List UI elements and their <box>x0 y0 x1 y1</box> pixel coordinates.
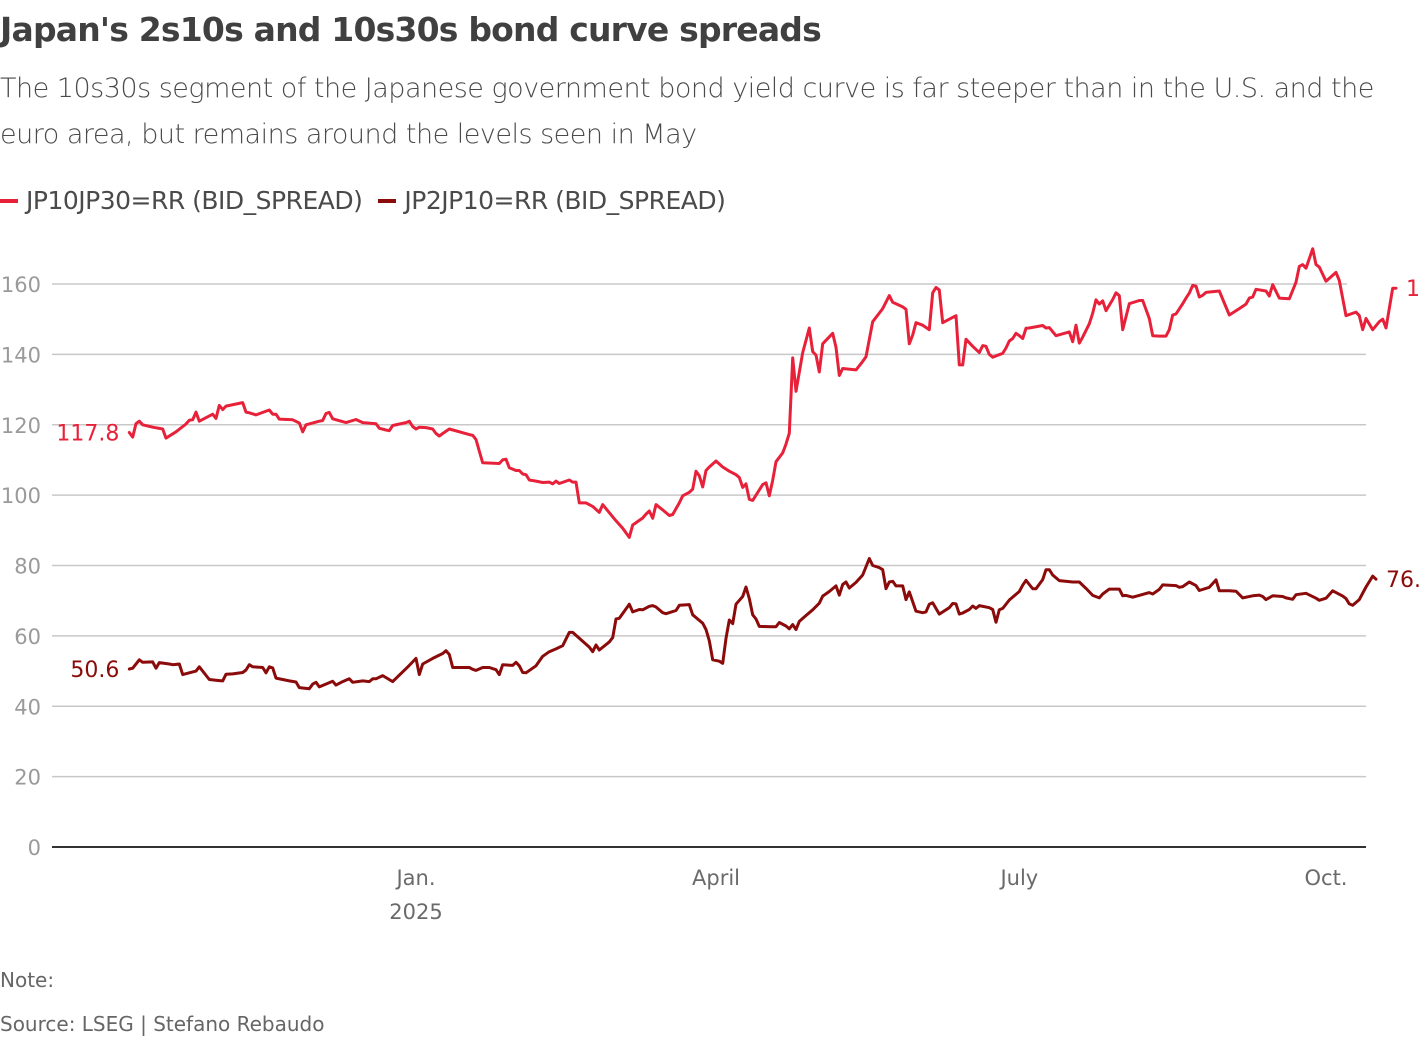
x-tick-sublabel: 2025 <box>389 900 442 924</box>
legend: JP10JP30=RR (BID_SPREAD) JP2JP10=RR (BID… <box>0 186 741 215</box>
y-tick-label: 40 <box>14 695 41 719</box>
legend-item-jp10jp30: JP10JP30=RR (BID_SPREAD) <box>0 186 363 215</box>
chart-title: Japan's 2s10s and 10s30s bond curve spre… <box>0 10 822 49</box>
series-start-label: 50.6 <box>70 658 119 683</box>
series-lines <box>127 247 1398 691</box>
y-axis-ticks: 0 20 40 60 80 100 120 140 160 <box>1 273 41 860</box>
series-end-label: 76.1 <box>1386 568 1420 593</box>
footer-source: Source: LSEG | Stefano Rebaudo <box>0 1012 325 1036</box>
series-line-jp10jp30 <box>127 247 1398 539</box>
x-axis-ticks: Jan. 2025 April July Oct. <box>389 866 1347 924</box>
legend-swatch-jp10jp30 <box>0 198 18 203</box>
x-tick-label: Jan. <box>394 866 435 890</box>
legend-label-jp10jp30: JP10JP30=RR (BID_SPREAD) <box>26 186 363 215</box>
y-tick-label: 160 <box>1 273 41 297</box>
x-tick-label: April <box>692 866 740 890</box>
legend-item-jp2jp10: JP2JP10=RR (BID_SPREAD) <box>378 186 726 215</box>
legend-swatch-jp2jp10 <box>378 198 397 203</box>
chart-subtitle: The 10s30s segment of the Japanese gover… <box>0 73 1374 150</box>
series-end-labels: 117.8 158.8 50.6 76.1 <box>56 277 1420 683</box>
y-tick-label: 120 <box>1 414 41 438</box>
series-line-jp2jp10 <box>127 557 1378 691</box>
x-tick-label: Oct. <box>1305 866 1348 890</box>
x-tick-label: July <box>998 866 1038 890</box>
gridlines <box>52 283 1366 848</box>
y-tick-label: 100 <box>1 484 41 508</box>
y-tick-label: 20 <box>14 766 41 790</box>
y-tick-label: 60 <box>14 625 41 649</box>
series-end-label: 158.8 <box>1406 277 1420 302</box>
footer-note: Note: <box>0 968 55 992</box>
legend-label-jp2jp10: JP2JP10=RR (BID_SPREAD) <box>404 186 726 215</box>
series-start-label: 117.8 <box>56 421 119 446</box>
y-tick-label: 140 <box>1 343 41 367</box>
y-tick-label: 80 <box>14 555 41 579</box>
y-tick-label: 0 <box>28 836 41 860</box>
